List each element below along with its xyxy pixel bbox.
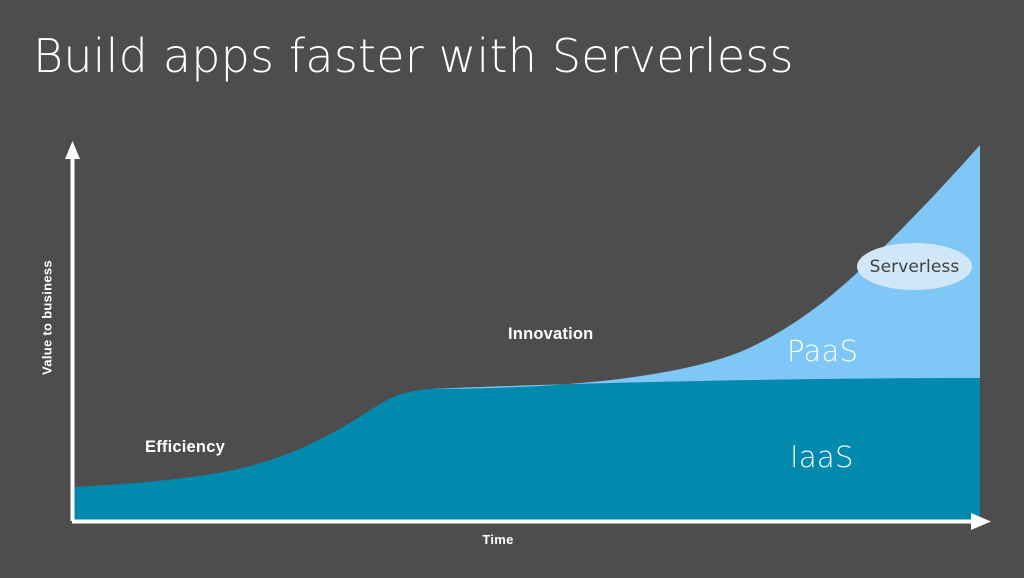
paas-area bbox=[430, 145, 980, 389]
iaas-area bbox=[74, 378, 980, 521]
x-axis-arrowhead bbox=[971, 513, 991, 530]
paas-layer-label: PaaS bbox=[787, 334, 859, 368]
serverless-badge: Serverless bbox=[857, 243, 972, 290]
x-axis-label: Time bbox=[482, 532, 514, 547]
innovation-label: Innovation bbox=[508, 325, 594, 343]
page-title: Build apps faster with Serverless bbox=[33, 29, 794, 83]
y-axis-label: Value to business bbox=[39, 260, 55, 375]
iaas-layer-label: IaaS bbox=[790, 440, 854, 474]
y-axis-arrowhead bbox=[65, 141, 80, 159]
serverless-badge-label: Serverless bbox=[869, 256, 960, 277]
efficiency-label: Efficiency bbox=[145, 438, 225, 456]
